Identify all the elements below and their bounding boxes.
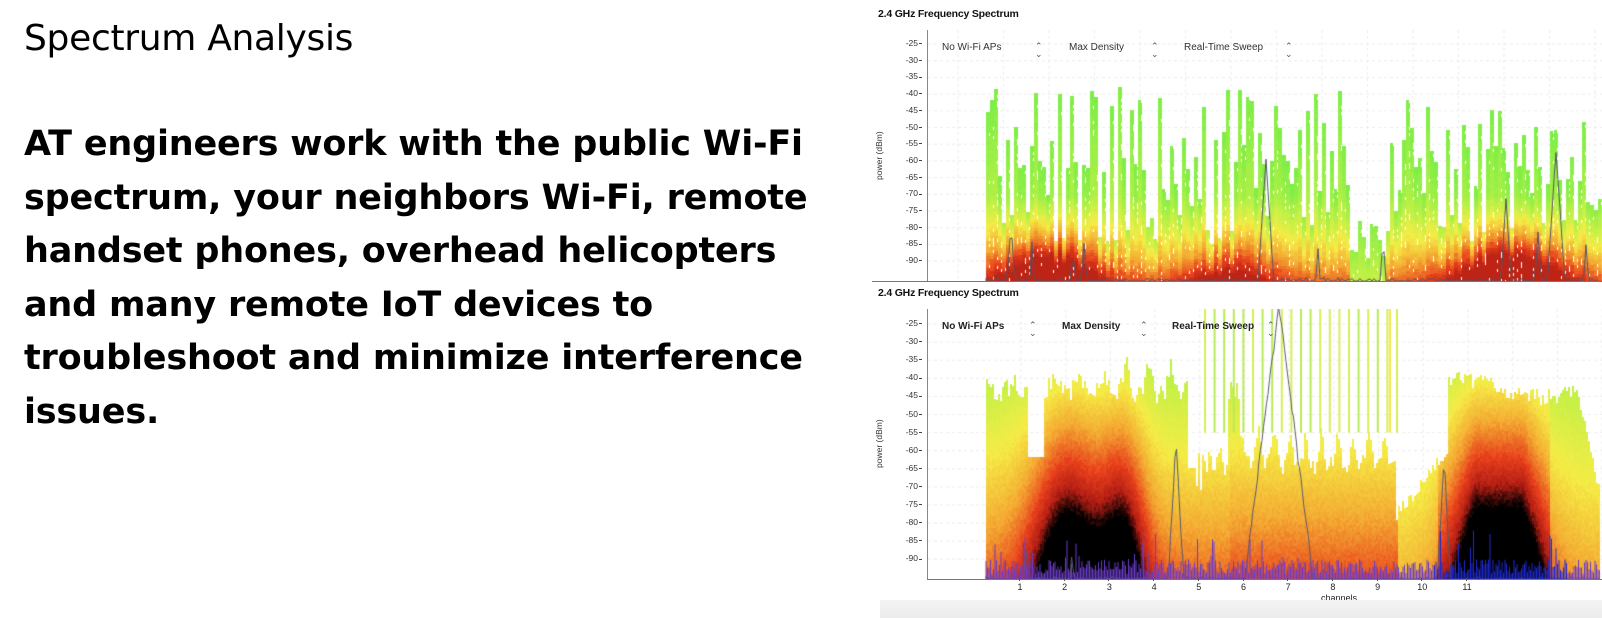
slide-title: Spectrum Analysis	[24, 18, 354, 59]
x-tick-label: 1	[1010, 578, 1030, 592]
updown-icon[interactable]: ⌃ ⌄	[1035, 41, 1043, 59]
x-tick-label: 8	[1323, 578, 1343, 592]
y-tick-label: -50	[892, 122, 922, 132]
y-tick-label: -70	[892, 188, 922, 198]
y-tick-label: -25	[892, 318, 922, 328]
x-tick-label: 10	[1412, 578, 1432, 592]
y-tick-label: -40	[892, 372, 922, 382]
spectrum-panel-top: 2.4 GHz Frequency Spectrum power (dBm) -…	[872, 0, 1602, 282]
y-tick-label: -60	[892, 155, 922, 165]
y-tick-label: -90	[892, 255, 922, 265]
panel-title: 2.4 GHz Frequency Spectrum	[878, 287, 1019, 299]
y-tick-label: -65	[892, 463, 922, 473]
sweep-select[interactable]: Real-Time Sweep	[1184, 42, 1264, 53]
y-tick-label: -55	[892, 427, 922, 437]
y-tick-label: -85	[892, 238, 922, 248]
y-tick-label: -35	[892, 354, 922, 364]
updown-icon[interactable]: ⌃ ⌄	[1267, 320, 1275, 338]
y-tick-label: -25	[892, 38, 922, 48]
spectrum-plot	[927, 30, 1602, 281]
updown-icon[interactable]: ⌃ ⌄	[1140, 320, 1148, 338]
x-axis	[927, 579, 1602, 580]
updown-icon[interactable]: ⌃ ⌄	[1029, 320, 1037, 338]
x-tick-label: 9	[1368, 578, 1388, 592]
y-tick-label: -90	[892, 553, 922, 563]
wifi-aps-select[interactable]: No Wi-Fi APs	[942, 42, 1002, 53]
y-tick-label: -85	[892, 535, 922, 545]
panel-title: 2.4 GHz Frequency Spectrum	[878, 8, 1019, 20]
y-tick-label: -75	[892, 499, 922, 509]
x-tick-label: 6	[1234, 578, 1254, 592]
y-tick-label: -70	[892, 481, 922, 491]
wifi-aps-select[interactable]: No Wi-Fi APs	[942, 321, 1005, 332]
spectrum-plot	[927, 309, 1602, 579]
density-select[interactable]: Max Density	[1069, 42, 1125, 53]
y-tick-label: -80	[892, 517, 922, 527]
x-tick-label: 2	[1055, 578, 1075, 592]
y-tick-label: -40	[892, 88, 922, 98]
x-tick-label: 7	[1278, 578, 1298, 592]
y-axis-label: power (dBm)	[874, 131, 884, 180]
spectrum-panel-bottom: 2.4 GHz Frequency Spectrum power (dBm) -…	[872, 283, 1602, 603]
y-tick-label: -45	[892, 105, 922, 115]
updown-icon[interactable]: ⌃ ⌄	[1285, 41, 1293, 59]
y-tick-label: -80	[892, 222, 922, 232]
bottom-strip	[880, 600, 1602, 618]
y-tick-label: -35	[892, 71, 922, 81]
y-tick-label: -45	[892, 390, 922, 400]
y-tick-label: -30	[892, 55, 922, 65]
y-tick-label: -30	[892, 336, 922, 346]
y-tick-label: -65	[892, 172, 922, 182]
x-axis-label: channels	[1321, 593, 1358, 603]
y-axis-label: power (dBm)	[874, 419, 884, 468]
sweep-select[interactable]: Real-Time Sweep	[1172, 321, 1255, 332]
y-tick-label: -60	[892, 445, 922, 455]
updown-icon[interactable]: ⌃ ⌄	[1151, 41, 1159, 59]
x-tick-label: 5	[1189, 578, 1209, 592]
x-tick-label: 4	[1144, 578, 1164, 592]
x-tick-label: 11	[1457, 578, 1477, 592]
y-tick-label: -75	[892, 205, 922, 215]
density-select[interactable]: Max Density	[1062, 321, 1121, 332]
x-tick-label: 3	[1099, 578, 1119, 592]
y-tick-label: -50	[892, 409, 922, 419]
y-tick-label: -55	[892, 138, 922, 148]
x-axis	[872, 281, 1602, 282]
slide-body: AT engineers work with the public Wi-Fi …	[24, 124, 808, 432]
